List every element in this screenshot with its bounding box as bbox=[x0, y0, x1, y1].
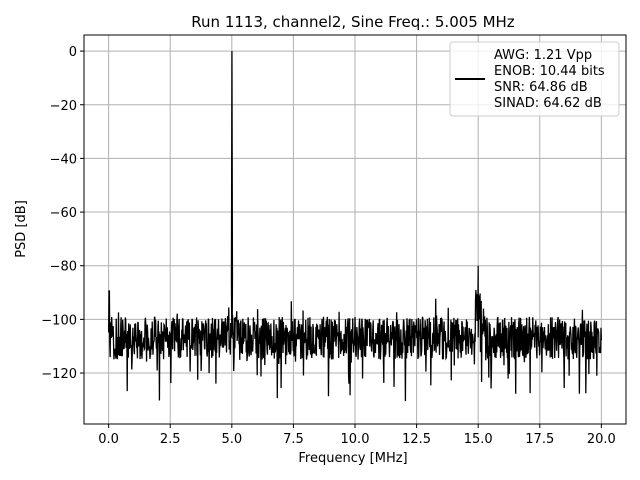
x-tick-label: 7.5 bbox=[283, 432, 304, 447]
x-tick-label: 10.0 bbox=[341, 432, 370, 447]
chart-title: Run 1113, channel2, Sine Freq.: 5.005 MH… bbox=[191, 13, 515, 31]
legend: AWG: 1.21 Vpp ENOB: 10.44 bits SNR: 64.8… bbox=[449, 41, 620, 117]
y-tick-label: −60 bbox=[50, 206, 77, 221]
grid-layer bbox=[84, 35, 626, 424]
x-tick-label: 12.5 bbox=[402, 432, 431, 447]
data-layer bbox=[107, 51, 603, 402]
legend-line-1: AWG: 1.21 Vpp bbox=[494, 48, 592, 63]
y-axis-label: PSD [dB] bbox=[14, 200, 29, 258]
y-tick-label: −120 bbox=[41, 367, 77, 382]
y-tick-label: −40 bbox=[50, 152, 77, 167]
x-tick-label: 2.5 bbox=[160, 432, 181, 447]
y-tick-label: −20 bbox=[50, 99, 77, 114]
psd-series-line bbox=[107, 51, 603, 402]
tick-layer: 0.0 2.5 5.0 7.5 10.0 12.5 15.0 17.5 20.0 0 −20 −40 −… bbox=[41, 45, 616, 447]
x-tick-label: 17.5 bbox=[525, 432, 554, 447]
x-tick-label: 5.0 bbox=[221, 432, 242, 447]
legend-line-2: ENOB: 10.44 bits bbox=[494, 64, 605, 79]
x-tick-label: 0.0 bbox=[98, 432, 119, 447]
y-tick-label: −100 bbox=[41, 313, 77, 328]
legend-line-4: SINAD: 64.62 dB bbox=[494, 96, 602, 111]
legend-line-3: SNR: 64.86 dB bbox=[494, 80, 588, 95]
x-tick-label: 15.0 bbox=[464, 432, 493, 447]
x-axis-label: Frequency [MHz] bbox=[298, 451, 407, 466]
y-tick-label: −80 bbox=[50, 260, 77, 275]
y-tick-label: 0 bbox=[69, 45, 77, 60]
legend-box bbox=[449, 41, 620, 117]
x-tick-label: 20.0 bbox=[587, 432, 616, 447]
